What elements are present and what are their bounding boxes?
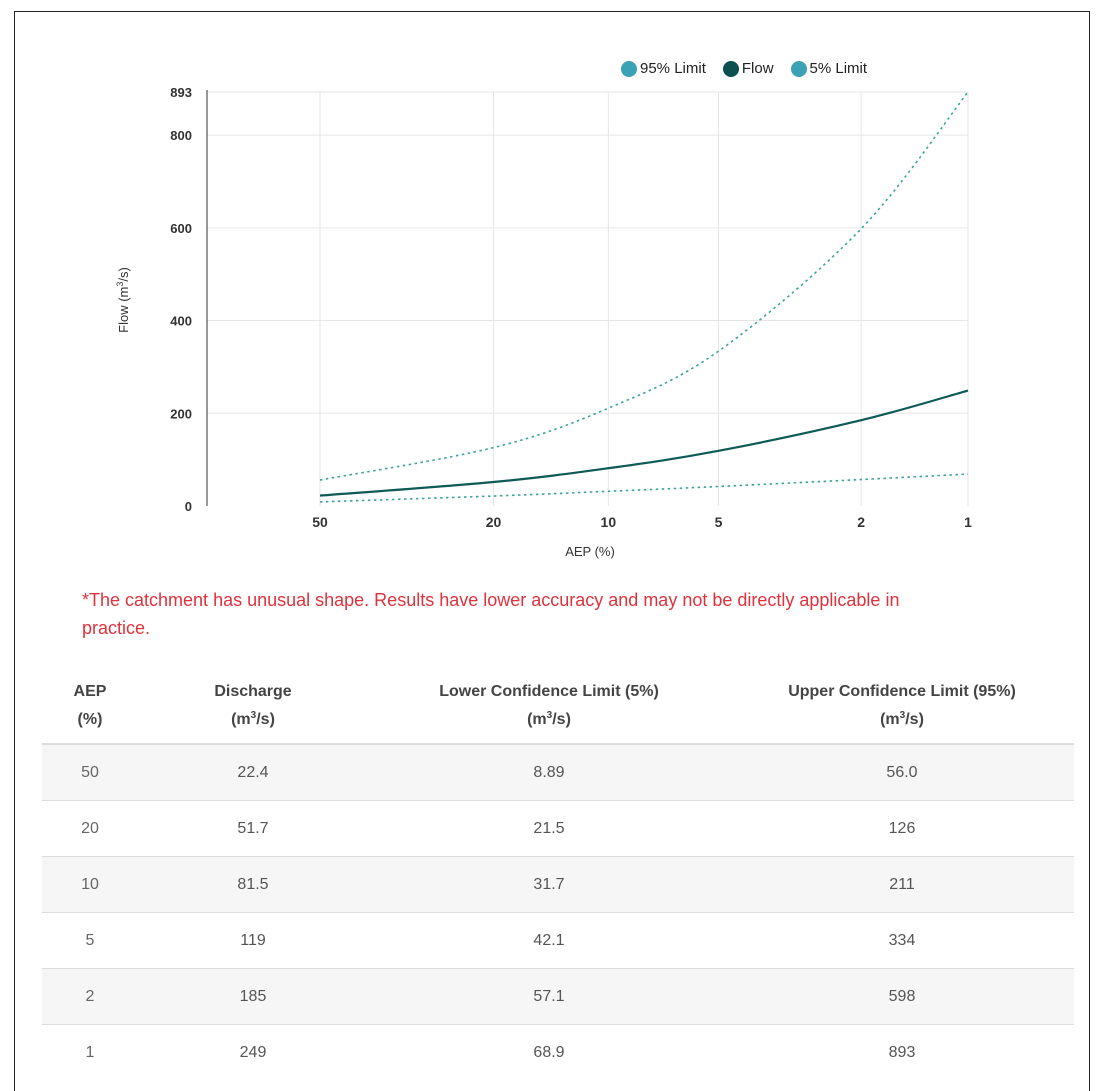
header-lower-unit-a: (m: [527, 711, 547, 728]
header-lower-unit-b: /s): [552, 711, 571, 728]
header-discharge-unit-b: /s): [256, 711, 275, 728]
legend-dot-upper-limit: [621, 61, 637, 77]
cell-aep: 20: [42, 801, 138, 857]
cell-discharge: 119: [138, 913, 368, 969]
header-lower-limit: Lower Confidence Limit (5%) (m3/s): [368, 668, 730, 744]
x-tick-label: 20: [486, 514, 502, 530]
header-upper-limit: Upper Confidence Limit (95%) (m3/s): [730, 668, 1074, 744]
y-tick-label: 800: [170, 128, 192, 143]
y-tick-label: 600: [170, 221, 192, 236]
header-upper-unit: (m3/s): [730, 706, 1074, 734]
x-tick-label: 1: [964, 514, 972, 530]
legend-item-lower-limit[interactable]: 5% Limit: [791, 60, 868, 77]
header-discharge-unit-a: (m: [231, 711, 251, 728]
flow-chart: 0 200 400 600 800 893 50 20 10 5 2 1 AEP (%) Flow (m3…: [0, 0, 1104, 580]
header-upper-unit-a: (m: [880, 711, 900, 728]
cell-lower-limit: 57.1: [368, 969, 730, 1025]
y-tick-label: 893: [170, 85, 192, 100]
header-aep-line2: (%): [42, 706, 138, 734]
legend-dot-lower-limit: [791, 61, 807, 77]
y-tick-label: 200: [170, 406, 192, 421]
cell-aep: 1: [42, 1025, 138, 1081]
header-discharge-line1: Discharge: [138, 678, 368, 706]
cell-discharge: 249: [138, 1025, 368, 1081]
y-tick-label: 400: [170, 314, 192, 329]
header-discharge-unit: (m3/s): [138, 706, 368, 734]
legend-dot-flow: [723, 61, 739, 77]
cell-aep: 2: [42, 969, 138, 1025]
accuracy-warning-note: *The catchment has unusual shape. Result…: [82, 586, 962, 642]
cell-upper-limit: 893: [730, 1025, 1074, 1081]
cell-lower-limit: 31.7: [368, 857, 730, 913]
cell-aep: 10: [42, 857, 138, 913]
y-tick-label: 0: [185, 499, 192, 514]
header-upper-unit-b: /s): [905, 711, 924, 728]
table-row: 10 81.5 31.7 211: [42, 857, 1074, 913]
table-header-row: AEP (%) Discharge (m3/s) Lower Confidenc…: [42, 668, 1074, 744]
cell-discharge: 22.4: [138, 744, 368, 801]
header-upper-line1: Upper Confidence Limit (95%): [730, 678, 1074, 706]
header-aep-line1: AEP: [42, 678, 138, 706]
y-axis-label: Flow (m3/s): [115, 267, 131, 333]
cell-upper-limit: 598: [730, 969, 1074, 1025]
cell-aep: 5: [42, 913, 138, 969]
chart-legend: 95% Limit Flow 5% Limit: [621, 60, 884, 77]
header-lower-line1: Lower Confidence Limit (5%): [368, 678, 730, 706]
x-axis-label: AEP (%): [565, 544, 615, 559]
legend-label-upper-limit: 95% Limit: [640, 60, 706, 77]
table-row: 2 185 57.1 598: [42, 969, 1074, 1025]
cell-lower-limit: 21.5: [368, 801, 730, 857]
cell-lower-limit: 68.9: [368, 1025, 730, 1081]
cell-aep: 50: [42, 744, 138, 801]
cell-discharge: 51.7: [138, 801, 368, 857]
cell-discharge: 185: [138, 969, 368, 1025]
series-line-flow: [320, 391, 968, 496]
series-line-95-limit: [320, 92, 968, 480]
cell-discharge: 81.5: [138, 857, 368, 913]
x-tick-label: 5: [715, 514, 723, 530]
legend-label-lower-limit: 5% Limit: [810, 60, 868, 77]
cell-upper-limit: 211: [730, 857, 1074, 913]
cell-upper-limit: 126: [730, 801, 1074, 857]
x-tick-label: 50: [312, 514, 328, 530]
table-row: 5 119 42.1 334: [42, 913, 1074, 969]
table-row: 1 249 68.9 893: [42, 1025, 1074, 1081]
header-lower-unit: (m3/s): [368, 706, 730, 734]
x-tick-label: 10: [601, 514, 617, 530]
header-aep: AEP (%): [42, 668, 138, 744]
cell-lower-limit: 8.89: [368, 744, 730, 801]
legend-item-upper-limit[interactable]: 95% Limit: [621, 60, 706, 77]
table-row: 20 51.7 21.5 126: [42, 801, 1074, 857]
cell-upper-limit: 334: [730, 913, 1074, 969]
cell-lower-limit: 42.1: [368, 913, 730, 969]
table-row: 50 22.4 8.89 56.0: [42, 744, 1074, 801]
results-table: AEP (%) Discharge (m3/s) Lower Confidenc…: [42, 668, 1074, 1080]
header-discharge: Discharge (m3/s): [138, 668, 368, 744]
legend-label-flow: Flow: [742, 60, 774, 77]
legend-item-flow[interactable]: Flow: [723, 60, 774, 77]
x-tick-label: 2: [857, 514, 865, 530]
cell-upper-limit: 56.0: [730, 744, 1074, 801]
